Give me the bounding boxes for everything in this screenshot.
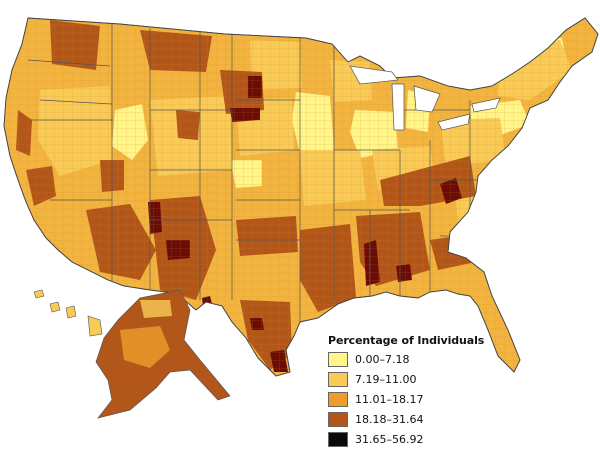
legend-label: 18.18–31.64 [355, 413, 424, 426]
conus [3, 17, 599, 377]
legend-swatch [328, 352, 348, 367]
legend-item: 11.01–18.17 [328, 391, 488, 408]
great-lakes [349, 65, 501, 131]
us-county-map [3, 17, 599, 419]
hawaii [33, 289, 103, 337]
legend-item: 7.19–11.00 [328, 371, 488, 388]
legend-label: 31.65–56.92 [355, 433, 424, 446]
legend-label: 11.01–18.17 [355, 393, 424, 406]
alaska [95, 289, 231, 419]
legend-label: 7.19–11.00 [355, 373, 417, 386]
legend-item: 18.18–31.64 [328, 411, 488, 428]
legend-item: 31.65–56.92 [328, 431, 488, 448]
legend-title: Percentage of Individuals [328, 334, 485, 347]
legend-label: 0.00–7.18 [355, 353, 410, 366]
legend-swatch [328, 432, 348, 447]
legend-swatch [328, 372, 348, 387]
legend-swatch [328, 392, 348, 407]
state-boundaries [27, 24, 480, 322]
legend-item: 0.00–7.18 [328, 351, 488, 368]
legend-swatch [328, 412, 348, 427]
map-legend: Percentage of Individuals 0.00–7.18 7.19… [328, 334, 488, 451]
